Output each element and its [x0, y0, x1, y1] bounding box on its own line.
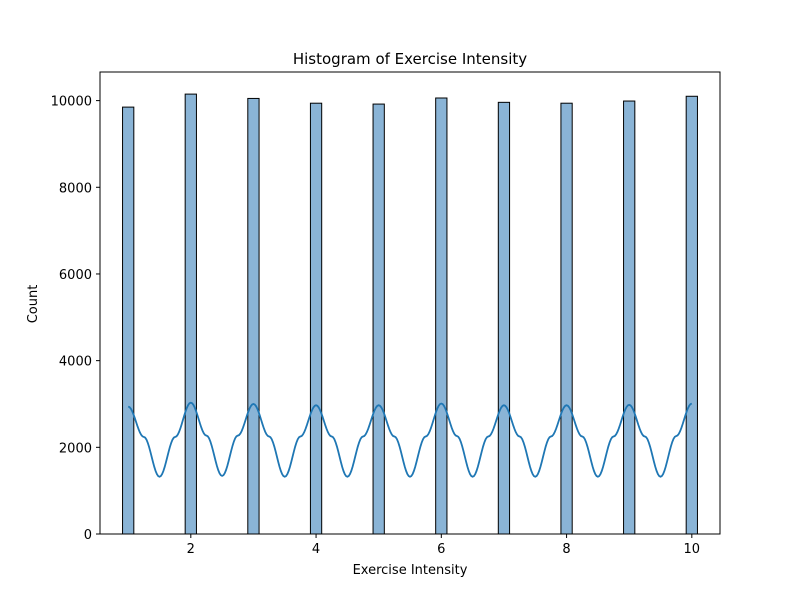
histogram-bar — [435, 97, 448, 535]
y-tick-label: 8000 — [59, 181, 92, 196]
x-tick-label: 8 — [562, 542, 570, 557]
x-axis-label: Exercise Intensity — [353, 563, 468, 578]
x-axis-ticks: 2 4 6 8 10 — [187, 534, 700, 557]
histogram-bar — [122, 106, 135, 535]
histogram-bar — [560, 102, 573, 535]
histogram-bar — [184, 93, 197, 535]
kde-layer — [127, 401, 693, 478]
x-tick-label: 10 — [684, 542, 701, 557]
histogram-bar — [497, 101, 511, 535]
kde-line — [127, 401, 693, 478]
y-tick-label: 4000 — [59, 355, 92, 370]
bars-layer — [122, 93, 698, 535]
y-tick-label: 2000 — [59, 441, 92, 456]
x-tick-label: 6 — [437, 542, 445, 557]
histogram-bar — [372, 103, 385, 535]
y-axis-label: Count — [26, 285, 41, 324]
y-axis-ticks: 0 2000 4000 6000 8000 10000 — [51, 95, 100, 543]
x-tick-label: 2 — [187, 542, 195, 557]
histogram-bar — [309, 102, 323, 535]
histogram-bar — [685, 95, 698, 535]
histogram-bar — [623, 100, 636, 535]
y-tick-label: 10000 — [51, 95, 92, 110]
y-tick-label: 0 — [84, 528, 92, 543]
y-tick-label: 6000 — [59, 268, 92, 283]
x-tick-label: 4 — [312, 542, 320, 557]
plot-frame — [99, 71, 721, 535]
chart-title: Histogram of Exercise Intensity — [293, 50, 527, 68]
histogram-bar — [247, 97, 260, 535]
